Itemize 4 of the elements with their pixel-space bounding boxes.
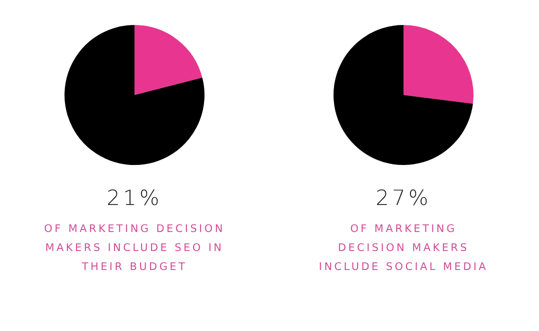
text: OF MARKETING DECISION MAKERS INCLUDE SOCIAL MEDIA	[318, 222, 488, 275]
text: OF MARKETING DECISION MAKERS INCLUDE SEO IN THEIR BUDGET	[44, 222, 225, 275]
text: 21%	[106, 186, 162, 210]
text: 27%	[376, 186, 432, 210]
